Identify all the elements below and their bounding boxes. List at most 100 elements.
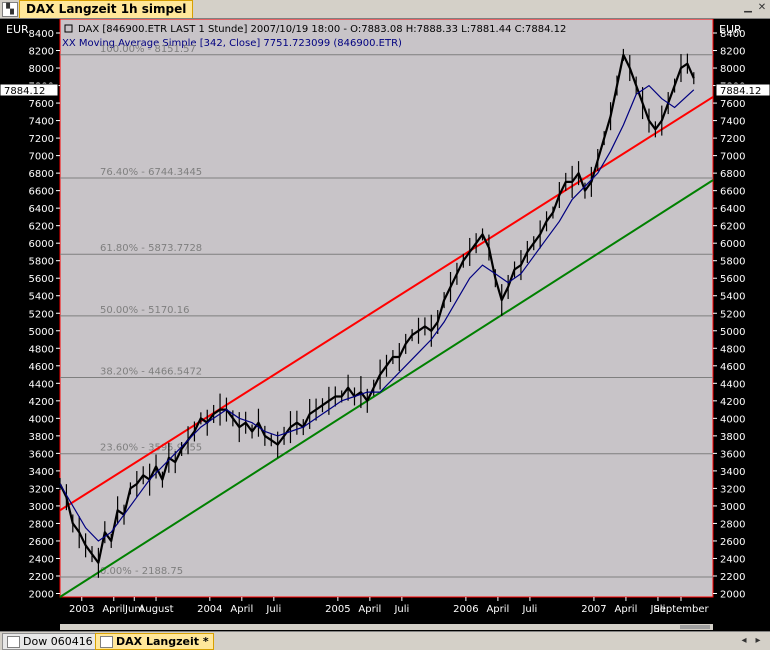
y-tick-label-right: 4600 bbox=[720, 362, 745, 373]
y-tick-label-right: 3400 bbox=[720, 467, 745, 478]
y-tick-label-left: 2600 bbox=[29, 537, 54, 548]
x-tick-label: Juli bbox=[521, 604, 537, 615]
x-tick-label: Juli bbox=[650, 604, 666, 615]
x-tick-label: April bbox=[486, 604, 509, 615]
y-tick-label-left: 5400 bbox=[29, 292, 54, 303]
y-tick-label-left: 8200 bbox=[29, 47, 54, 58]
x-tick-label: Juli bbox=[393, 604, 409, 615]
y-tick-label-left: 6000 bbox=[29, 239, 54, 250]
y-tick-label-right: 5600 bbox=[720, 274, 745, 285]
x-tick-label: April bbox=[358, 604, 381, 615]
x-tick-label: April bbox=[230, 604, 253, 615]
x-tick-label: August bbox=[139, 604, 174, 615]
y-tick-label-right: 8400 bbox=[720, 29, 745, 40]
fib-level-label: 61.80% - 5873.7728 bbox=[100, 243, 202, 254]
horizontal-scrollbar[interactable] bbox=[60, 624, 713, 630]
y-tick-label-left: 3800 bbox=[29, 432, 54, 443]
y-tick-label-right: 7000 bbox=[720, 152, 745, 163]
y-axis-unit-left: EUR bbox=[6, 23, 29, 36]
y-tick-label-left: 2000 bbox=[29, 589, 54, 600]
header-line-ma: XX Moving Average Simple [342, Close] 77… bbox=[62, 38, 402, 49]
last-price-box-left bbox=[0, 83, 59, 97]
chart-window-icon[interactable]: ▚ bbox=[2, 2, 18, 17]
last-price-left: 7884.12 bbox=[4, 86, 45, 97]
x-tick-label: Juni bbox=[124, 604, 143, 615]
y-tick-label-right: 2000 bbox=[720, 589, 745, 600]
y-tick-label-right: 6400 bbox=[720, 204, 745, 215]
y-tick-label-right: 8000 bbox=[720, 64, 745, 75]
y-tick-label-right: 4000 bbox=[720, 414, 745, 425]
bottom-tabbar: Dow 060416 DAX Langzeit * ◂ ▸ bbox=[0, 631, 770, 650]
y-tick-label-left: 2800 bbox=[29, 519, 54, 530]
plot-background bbox=[59, 18, 714, 598]
y-axis-unit-right: EUR bbox=[719, 23, 742, 36]
tab-scroll-right-icon[interactable]: ▸ bbox=[755, 635, 761, 646]
close-icon[interactable]: ✕ bbox=[757, 2, 767, 13]
x-tick-label: 2004 bbox=[197, 604, 222, 615]
x-tick-label: April bbox=[102, 604, 125, 615]
y-tick-label-right: 2600 bbox=[720, 537, 745, 548]
tab-dax-langzeit[interactable]: DAX Langzeit * bbox=[95, 633, 214, 650]
y-tick-label-right: 6000 bbox=[720, 239, 745, 250]
y-tick-label-right: 6200 bbox=[720, 222, 745, 233]
scrollbar-thumb[interactable] bbox=[680, 625, 710, 629]
y-tick-label-right: 2200 bbox=[720, 572, 745, 583]
x-tick-label: 2006 bbox=[453, 604, 478, 615]
x-tick-label: 2005 bbox=[325, 604, 350, 615]
x-tick-label: 2007 bbox=[581, 604, 606, 615]
y-tick-label-left: 5800 bbox=[29, 257, 54, 268]
y-tick-label-left: 3200 bbox=[29, 484, 54, 495]
y-tick-label-right: 7400 bbox=[720, 117, 745, 128]
y-tick-label-left: 5000 bbox=[29, 327, 54, 338]
y-tick-label-left: 8000 bbox=[29, 64, 54, 75]
tab-label: DAX Langzeit * bbox=[116, 635, 209, 648]
y-tick-label-left: 4800 bbox=[29, 344, 54, 355]
y-tick-label-right: 4200 bbox=[720, 397, 745, 408]
tab-scroll-left-icon[interactable]: ◂ bbox=[741, 635, 747, 646]
y-tick-label-right: 5400 bbox=[720, 292, 745, 303]
y-tick-label-left: 5600 bbox=[29, 274, 54, 285]
x-tick-label: Juli bbox=[265, 604, 281, 615]
x-tick-label: September bbox=[653, 604, 709, 615]
y-tick-label-left: 6800 bbox=[29, 169, 54, 180]
y-tick-label-left: 6200 bbox=[29, 222, 54, 233]
series-toggle-icon[interactable] bbox=[64, 24, 73, 33]
y-tick-label-left: 2200 bbox=[29, 572, 54, 583]
price-series-line bbox=[59, 53, 695, 564]
y-tick-label-right: 7200 bbox=[720, 134, 745, 145]
upper-channel-line bbox=[59, 96, 714, 512]
y-tick-label-left: 5200 bbox=[29, 309, 54, 320]
y-tick-label-left: 3600 bbox=[29, 449, 54, 460]
tab-dow[interactable]: Dow 060416 bbox=[2, 633, 98, 650]
y-tick-label-right: 3800 bbox=[720, 432, 745, 443]
chart-tab-icon bbox=[7, 636, 20, 648]
y-tick-label-right: 8200 bbox=[720, 47, 745, 58]
chart-area[interactable]: EUR EUR DAX [846900.ETR LAST 1 Stunde] 2… bbox=[0, 18, 770, 631]
y-tick-label-right: 3000 bbox=[720, 502, 745, 513]
fib-level-label: 76.40% - 6744.3445 bbox=[100, 167, 202, 178]
y-tick-label-left: 4000 bbox=[29, 414, 54, 425]
price-chart: EUR EUR DAX [846900.ETR LAST 1 Stunde] 2… bbox=[0, 18, 770, 630]
y-tick-label-right: 5000 bbox=[720, 327, 745, 338]
window-titlebar: ▚ DAX Langzeit 1h simpel ▁ ✕ bbox=[0, 0, 770, 19]
y-tick-label-left: 7400 bbox=[29, 117, 54, 128]
x-tick-label: April bbox=[615, 604, 638, 615]
y-tick-label-left: 4600 bbox=[29, 362, 54, 373]
header-line-price: DAX [846900.ETR LAST 1 Stunde] 2007/10/1… bbox=[78, 24, 566, 35]
y-tick-label-left: 3400 bbox=[29, 467, 54, 478]
tab-label: Dow 060416 bbox=[23, 635, 93, 648]
window-title[interactable]: DAX Langzeit 1h simpel bbox=[19, 0, 194, 18]
y-tick-label-left: 4400 bbox=[29, 379, 54, 390]
lower-channel-line bbox=[59, 179, 714, 598]
fib-level-label: 38.20% - 4466.5472 bbox=[100, 366, 202, 377]
y-tick-label-left: 6600 bbox=[29, 187, 54, 198]
y-tick-label-right: 6800 bbox=[720, 169, 745, 180]
y-tick-label-left: 2400 bbox=[29, 554, 54, 565]
fib-level-label: 0.00% - 2188.75 bbox=[100, 566, 183, 577]
moving-average-line bbox=[59, 84, 695, 542]
x-tick-label: 2003 bbox=[69, 604, 94, 615]
minimize-icon[interactable]: ▁ bbox=[744, 2, 752, 13]
y-tick-label-right: 5200 bbox=[720, 309, 745, 320]
y-tick-label-left: 7200 bbox=[29, 134, 54, 145]
y-tick-label-left: 8400 bbox=[29, 29, 54, 40]
